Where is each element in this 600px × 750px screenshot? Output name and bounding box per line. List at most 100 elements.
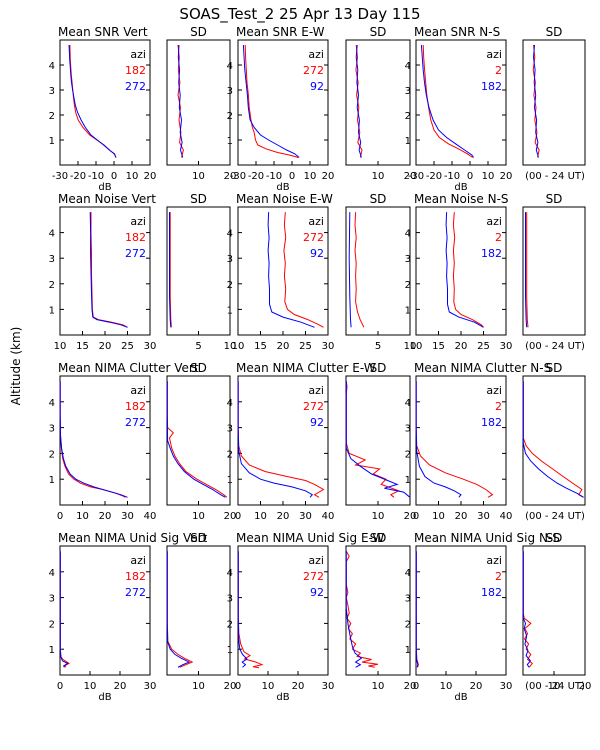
x-tick-label: 30 <box>144 681 157 692</box>
panel-title: Mean Noise Vert <box>58 192 156 206</box>
legend-entry: 272 <box>125 247 146 260</box>
series-line-red <box>452 212 484 328</box>
x-tick-label: 10 <box>126 171 139 182</box>
plot-frame <box>345 375 411 506</box>
x-tick-label: 10 <box>254 511 267 522</box>
x-tick-label: 30 <box>322 341 335 352</box>
series-line-blue <box>177 44 184 158</box>
series-line-blue <box>522 551 532 668</box>
x-tick-label: 20 <box>99 341 112 352</box>
x-tick-label: 20 <box>224 171 237 182</box>
x-tick-label: -30 <box>230 171 246 182</box>
x-tick-label: 20 <box>404 511 417 522</box>
panel-title: SD <box>546 25 563 39</box>
x-tick-label: 25 <box>477 341 490 352</box>
x-tick-label: 10 <box>262 681 275 692</box>
panel-title: SD <box>370 25 387 39</box>
y-tick-label: 3 <box>405 424 411 435</box>
y-tick-label: 2 <box>227 619 233 630</box>
series-line-blue <box>59 551 69 668</box>
panel-2-1: Mean Noise Vert 1 2 3 4 10 15 20 25 30 azi 182 272 <box>49 192 157 352</box>
x-tick-label: 10 <box>372 171 385 182</box>
series-line-red <box>237 381 325 498</box>
panel-title: SD <box>190 361 207 375</box>
y-tick-label: 1 <box>227 305 233 316</box>
legend-entry: 182 <box>481 247 502 260</box>
panel-title: Mean Noise N-S <box>414 192 509 206</box>
y-tick-label: 4 <box>49 229 55 240</box>
y-tick-label: 4 <box>49 568 55 579</box>
y-tick-label: 2 <box>405 280 411 291</box>
x-tick-label: 10 <box>224 341 237 352</box>
y-tick-label: 4 <box>405 229 411 240</box>
legend-entry: 182 <box>125 570 146 583</box>
series-line-red <box>237 551 264 669</box>
y-tick-label: 1 <box>405 645 411 656</box>
x-tick-label: 40 <box>144 511 157 522</box>
panel-2-5: Mean Noise N-S 1 2 3 4 10 15 20 25 30 azi 2 182 <box>405 192 513 352</box>
legend-entry: 182 <box>125 400 146 413</box>
x-tick-label: -10 <box>88 171 104 182</box>
legend-header: azi <box>308 215 324 228</box>
x-tick-label: 0 <box>467 171 473 182</box>
y-tick-label: 4 <box>405 398 411 409</box>
x-tick-label: 10 <box>76 511 89 522</box>
x-axis-label: dB <box>276 182 289 193</box>
series-line-blue <box>415 381 462 498</box>
panel-title: SD <box>546 192 563 206</box>
series-line-red <box>355 44 363 158</box>
series-line-blue <box>345 381 411 498</box>
panel-2-6: SD (00 - 24 UT) <box>522 192 586 352</box>
x-tick-label: 10 <box>410 341 423 352</box>
legend-header: azi <box>130 48 146 61</box>
y-tick-label: 4 <box>227 229 233 240</box>
x-tick-label: 20 <box>455 511 468 522</box>
y-tick-label: 1 <box>405 305 411 316</box>
x-tick-label: 15 <box>254 341 267 352</box>
panel-1-5: Mean SNR N-S 1 2 3 4 -30 -20 -10 0 10 20 dB azi 2 182 <box>405 25 513 193</box>
x-tick-label: 20 <box>455 341 468 352</box>
y-tick-label: 4 <box>405 568 411 579</box>
x-tick-label: 0 <box>57 681 63 692</box>
panel-2-4: SD 5 10 <box>345 192 416 352</box>
panel-title: SD <box>370 192 387 206</box>
y-tick-label: 4 <box>49 61 55 72</box>
plot-frame <box>345 545 411 676</box>
x-tick-label: 20 <box>144 171 157 182</box>
x-tick-label: -20 <box>426 171 442 182</box>
series-line-blue <box>525 212 528 328</box>
x-axis-label: dB <box>98 692 111 703</box>
legend-header: azi <box>308 48 324 61</box>
series-line-red <box>90 212 128 328</box>
panel-title: SD <box>370 361 387 375</box>
plot-frame <box>166 206 231 336</box>
x-tick-label: 20 <box>292 681 305 692</box>
panel-1-1: Mean SNR Vert 1 2 3 4 -30 -20 -10 0 10 20 dB azi 182 2… <box>49 25 157 193</box>
series-line-red <box>59 381 126 498</box>
y-tick-label: 1 <box>227 136 233 147</box>
y-tick-label: 2 <box>49 280 55 291</box>
panel-1-6: SD (00 - 24 UT) <box>522 25 586 182</box>
series-line-blue <box>68 44 117 158</box>
series-line-blue <box>169 212 172 328</box>
panel-2-2: SD 5 10 <box>166 192 237 352</box>
series-line-red <box>59 551 70 668</box>
y-tick-label: 1 <box>405 136 411 147</box>
series-line-blue <box>445 212 484 328</box>
panel-title: Mean NIMA Unid Sig Vert <box>58 531 208 545</box>
panel-title: SD <box>190 192 207 206</box>
y-tick-label: 3 <box>49 254 55 265</box>
x-tick-label: 0 <box>235 511 241 522</box>
y-tick-label: 1 <box>227 475 233 486</box>
series-line-red <box>522 381 584 498</box>
series-line-blue <box>237 551 248 668</box>
legend-header: azi <box>130 384 146 397</box>
x-tick-label: 0 <box>413 681 419 692</box>
plot-frame <box>59 39 151 166</box>
plot-frame <box>522 206 586 336</box>
panel-4-2: SD 10 20 <box>166 531 236 692</box>
panel-title: Mean NIMA Clutter Vert <box>58 361 199 375</box>
